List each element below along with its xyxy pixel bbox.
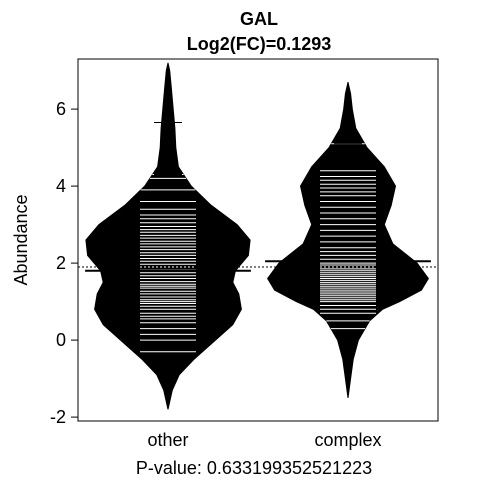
y-tick-label: 6 — [56, 99, 66, 119]
y-tick-label: 2 — [56, 253, 66, 273]
x-tick-label: other — [147, 430, 188, 450]
bean-other — [85, 62, 251, 410]
x-axis-label: P-value: 0.633199352521223 — [136, 458, 372, 478]
x-tick-label: complex — [314, 430, 381, 450]
y-tick-label: 0 — [56, 330, 66, 350]
plot-frame — [77, 58, 439, 422]
y-tick-label: -2 — [50, 407, 66, 427]
bean-shape-other — [85, 62, 251, 410]
bean-complex — [265, 81, 431, 398]
y-tick-label: 4 — [56, 176, 66, 196]
x-axis: other complex — [147, 430, 381, 450]
y-axis-label: Abundance — [11, 194, 31, 285]
beans-layer — [78, 62, 438, 410]
bean-shape-complex — [266, 81, 430, 398]
chart-subtitle: Log2(FC)=0.1293 — [187, 34, 332, 54]
chart-title: GAL — [240, 9, 278, 29]
